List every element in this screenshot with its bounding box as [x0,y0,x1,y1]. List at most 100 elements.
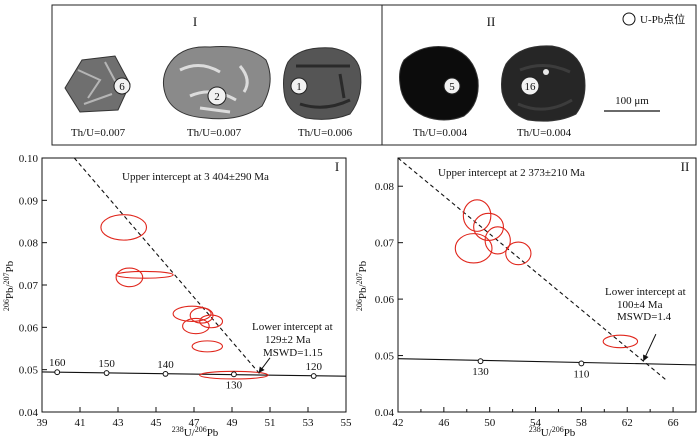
upper-intercept-label: Upper intercept at 2 373±210 Ma [438,167,585,179]
concordia-age-points: 160 150 140 130 120 [49,357,323,391]
discordia-dashed-line [73,157,261,376]
spot-marker [443,77,461,95]
x-tick-label: 47 [189,417,201,429]
error-ellipse [199,314,224,329]
x-tick-label: 62 [622,417,633,429]
bright-inclusion [543,69,549,75]
spot-marker [207,86,227,106]
x-tick-label: 45 [151,417,163,429]
x-tick-label: 49 [227,417,239,429]
concordia-curve [41,371,347,377]
group-numeral-1: I [193,14,197,29]
plot-frame [397,157,697,413]
th-u-ratio: Th/U=0.006 [298,127,353,139]
zircon-grain: 16 Th/U=0.004 [501,45,586,139]
th-u-ratio: Th/U=0.004 [517,127,572,139]
x-axis-title-text: 238U/206Pb [529,425,576,439]
discordia-dashed-line [397,157,668,382]
grain-shape [501,45,586,122]
error-ellipse [199,370,269,380]
concordia-age-marker [477,358,484,365]
y-axis-title: 206Pb/207Pb [2,260,16,311]
x-tick-label: 39 [37,417,49,429]
upper-intercept-label: Upper intercept at 3 404±290 Ma [122,171,269,183]
y-axis-title-text: 206Pb/207Pb [355,260,369,311]
x-tick-label: 46 [438,417,450,429]
y-tick-label: 0.05 [375,351,395,363]
concordia-age-label: 140 [157,359,174,371]
axis-ticks: 42 46 50 54 58 62 66 0.04 0.05 0.06 0.07 0.08 [375,181,697,429]
x-axis-title-text: 238U/206Pb [172,425,219,439]
y-axis-title: 206Pb/207Pb [355,260,369,311]
lower-intercept-label: Lower intercept at [605,286,686,298]
grain-texture [517,64,573,111]
concordia-age-marker [578,360,585,367]
chart-panel-numeral: II [681,159,690,174]
concordia-age-points: 130 110 [472,358,590,380]
error-ellipses [100,214,269,380]
concordia-line [397,358,697,366]
lower-intercept-age: 129±2 Ma [265,334,311,346]
error-ellipse [100,214,148,241]
y-tick-label: 0.08 [375,181,395,193]
scale-bar-label: 100 μm [615,95,649,107]
spot-marker [520,76,540,96]
x-tick-label: 53 [303,417,315,429]
zircon-grain: 1 Th/U=0.006 [283,47,362,139]
concordia-age-marker [103,370,110,376]
lower-intercept-label: Lower intercept at [252,321,333,333]
scale-bar: 100 μm [604,95,660,112]
x-tick-label: 41 [75,417,86,429]
x-tick-label: 43 [113,417,125,429]
y-tick-label: 0.07 [19,280,39,292]
grain-shape [399,46,479,121]
y-tick-label: 0.08 [19,238,39,250]
concordia-age-label: 120 [305,361,322,373]
error-ellipses [454,199,639,349]
concordia-age-marker [310,373,317,379]
concordia-age-label: 130 [226,379,243,391]
error-ellipse [115,267,144,288]
spot-label: 1 [296,81,302,93]
arrow-head [258,366,265,374]
error-ellipse [462,199,492,232]
spot-legend: U-Pb点位 [622,12,685,26]
group-numeral-2: II [487,14,496,29]
grain-shape [162,46,271,120]
error-ellipse [115,270,174,279]
th-u-ratio: Th/U=0.004 [413,127,468,139]
concordia-age-marker [162,371,169,377]
y-tick-label: 0.04 [375,407,395,419]
spot-label: 6 [119,81,125,93]
error-ellipse [182,317,210,335]
zircon-grain: 6 Th/U=0.007 [64,55,131,139]
error-ellipse [172,305,212,322]
lower-intercept-age: 100±4 Ma [617,299,663,311]
error-ellipse [484,226,511,255]
x-axis-title: 238U/206Pb [529,425,576,439]
th-u-ratio: Th/U=0.007 [71,127,126,139]
concordia-age-marker [54,369,61,376]
cl-image-panel: I II 6 Th/U=0.007 2 Th/U=0.007 1 Th/U=0.… [51,4,697,146]
discordia-line [73,157,261,376]
spot-marker [113,77,131,95]
error-ellipse [454,233,493,264]
zircon-grain: 5 Th/U=0.004 [399,46,479,139]
concordia-line [41,371,347,377]
error-ellipse [505,241,532,266]
error-ellipse [191,340,224,353]
arrow-head [643,354,649,362]
x-tick-label: 51 [265,417,276,429]
y-tick-label: 0.07 [375,238,395,250]
x-tick-label: 55 [341,417,353,429]
intercept-arrow [642,333,657,362]
error-ellipse [602,334,639,349]
spot-label: 5 [449,81,455,93]
concordia-age-marker [231,371,237,378]
x-axis-title: 238U/206Pb [172,425,219,439]
discordia-line [397,157,668,382]
lower-intercept-mswd: MSWD=1.4 [617,311,672,323]
axis-ticks: 39 41 43 45 47 49 51 53 55 0.04 0.05 0.06 0.07 0.08 0.… [19,153,352,429]
concordia-curve [397,358,697,366]
